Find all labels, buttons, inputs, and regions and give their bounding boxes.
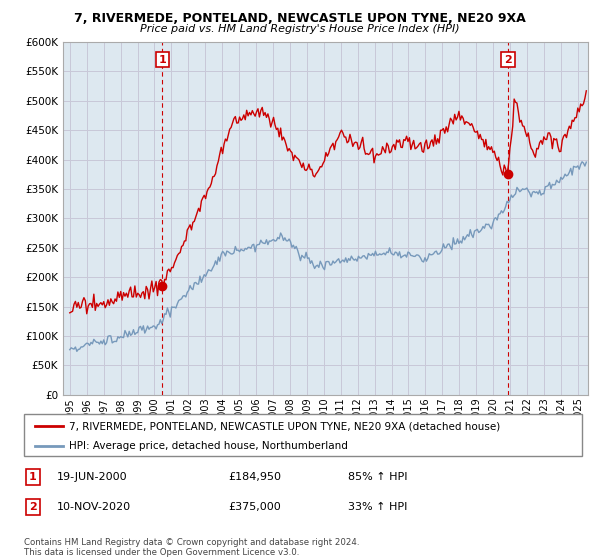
Text: 7, RIVERMEDE, PONTELAND, NEWCASTLE UPON TYNE, NE20 9XA: 7, RIVERMEDE, PONTELAND, NEWCASTLE UPON … — [74, 12, 526, 25]
Text: 85% ↑ HPI: 85% ↑ HPI — [348, 472, 407, 482]
Text: 33% ↑ HPI: 33% ↑ HPI — [348, 502, 407, 512]
Text: 10-NOV-2020: 10-NOV-2020 — [57, 502, 131, 512]
Text: 19-JUN-2000: 19-JUN-2000 — [57, 472, 128, 482]
FancyBboxPatch shape — [24, 414, 582, 456]
Text: 2: 2 — [29, 502, 37, 512]
Text: HPI: Average price, detached house, Northumberland: HPI: Average price, detached house, Nort… — [68, 441, 347, 451]
Text: £184,950: £184,950 — [228, 472, 281, 482]
Text: 1: 1 — [29, 472, 37, 482]
Text: Price paid vs. HM Land Registry's House Price Index (HPI): Price paid vs. HM Land Registry's House … — [140, 24, 460, 34]
Text: 2: 2 — [504, 55, 512, 64]
Text: £375,000: £375,000 — [228, 502, 281, 512]
Text: 7, RIVERMEDE, PONTELAND, NEWCASTLE UPON TYNE, NE20 9XA (detached house): 7, RIVERMEDE, PONTELAND, NEWCASTLE UPON … — [68, 421, 500, 431]
Text: 1: 1 — [158, 55, 166, 64]
Text: Contains HM Land Registry data © Crown copyright and database right 2024.
This d: Contains HM Land Registry data © Crown c… — [24, 538, 359, 557]
